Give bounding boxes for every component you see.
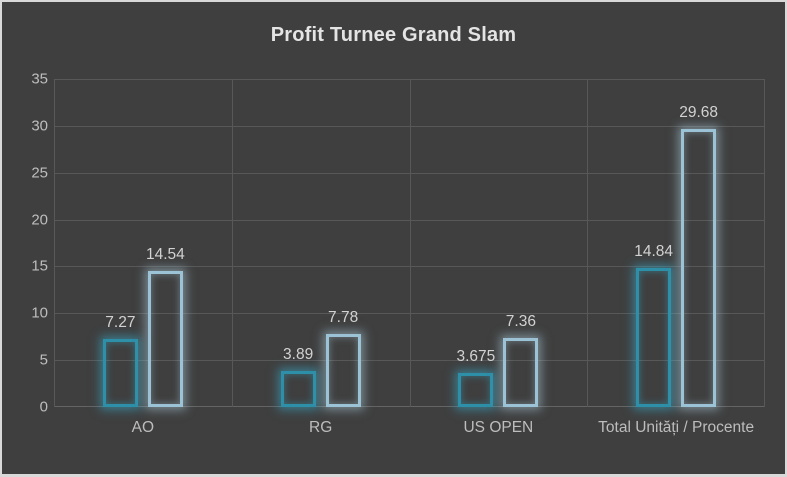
chart-title: Profit Turnee Grand Slam [270, 24, 517, 46]
y-tick-label: 25 [31, 164, 48, 182]
category-label: Total Unități / Procente [598, 419, 755, 436]
gridline-horizontal [54, 172, 765, 174]
gridline-horizontal [54, 266, 765, 268]
gridline-horizontal [54, 125, 765, 127]
y-tick-label: 0 [39, 398, 48, 416]
bar-series-1-total-unit-i-procente [636, 268, 672, 407]
y-tick-label: 20 [31, 211, 48, 229]
category-label: RG [309, 419, 333, 436]
bar-series-2-us-open [503, 338, 539, 407]
gridline-vertical [232, 79, 233, 407]
bar-series-2-rg [325, 334, 361, 407]
y-tick-label: 35 [31, 70, 48, 88]
data-label-series-1: 7.27 [105, 313, 136, 331]
gridline-vertical [410, 79, 411, 407]
y-tick-label: 15 [31, 257, 48, 275]
gridline-vertical [54, 79, 55, 407]
gridline-vertical [587, 79, 588, 407]
data-label-series-2: 7.78 [328, 309, 359, 327]
data-label-series-1: 14.84 [634, 242, 674, 260]
bar-series-2-ao [147, 271, 183, 407]
gridline-vertical [764, 79, 765, 407]
gridline-horizontal [54, 360, 765, 362]
category-label: US OPEN [463, 419, 534, 436]
gridline-horizontal [54, 79, 765, 80]
y-tick-label: 10 [31, 304, 48, 322]
y-tick-label: 30 [31, 117, 48, 135]
plot-area: 7.27 14.54 3.89 7.78 3.675 7.36 14.84 29.68 [54, 79, 765, 407]
x-axis-line [54, 406, 765, 407]
category-label: AO [131, 419, 155, 436]
gridline-horizontal [54, 313, 765, 315]
bar-series-2-total-unit-i-procente [681, 129, 717, 407]
data-label-series-2: 29.68 [679, 103, 719, 121]
gridline-horizontal [54, 219, 765, 221]
data-label-series-1: 3.675 [456, 347, 496, 365]
bar-series-1-us-open [458, 373, 494, 407]
data-label-series-1: 3.89 [283, 345, 314, 363]
bar-series-1-rg [280, 371, 316, 407]
data-label-series-2: 7.36 [505, 313, 536, 331]
y-tick-label: 5 [39, 351, 48, 369]
bar-series-1-ao [102, 339, 138, 407]
data-label-series-2: 14.54 [145, 245, 185, 263]
